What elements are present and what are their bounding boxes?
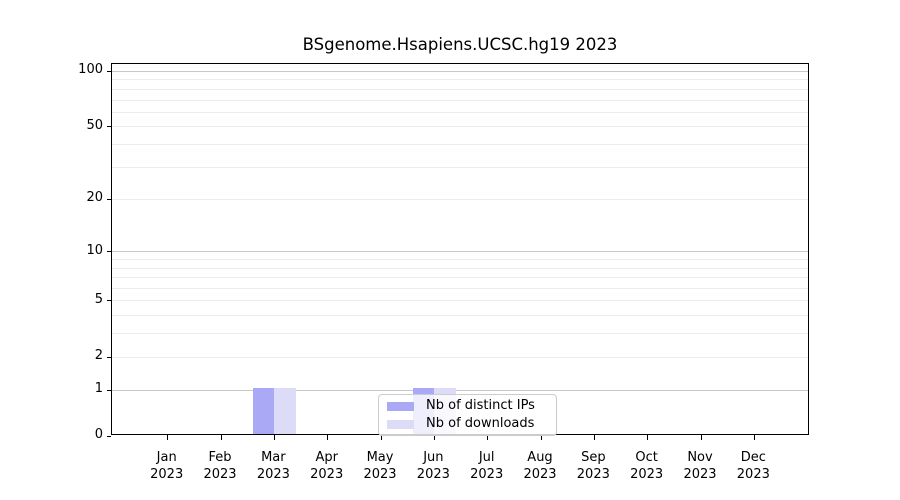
x-tick-label: Aug 2023 xyxy=(523,450,557,482)
y-tick-label: 5 xyxy=(94,291,103,307)
minor-gridline xyxy=(112,333,808,335)
x-tick-label: Mar 2023 xyxy=(256,450,290,482)
minor-gridline xyxy=(112,315,808,317)
y-tick-mark xyxy=(107,356,111,358)
y-tick-mark xyxy=(107,300,111,302)
major-gridline xyxy=(112,251,808,253)
x-tick-mark xyxy=(380,435,382,440)
bar-distinct-ips xyxy=(253,388,275,434)
minor-gridline xyxy=(112,88,808,90)
y-tick-mark xyxy=(107,435,111,437)
y-tick-label: 20 xyxy=(86,190,103,206)
y-tick-label: 2 xyxy=(94,348,103,364)
legend-label-distinct-ips: Nb of distinct IPs xyxy=(426,398,535,413)
y-tick-label: 50 xyxy=(86,117,103,133)
x-tick-label: Oct 2023 xyxy=(630,450,664,482)
distinct-ips-swatch xyxy=(387,401,414,411)
x-tick-label: Apr 2023 xyxy=(310,450,344,482)
x-tick-label: Nov 2023 xyxy=(683,450,717,482)
plot-area: Nb of distinct IPs Nb of downloads xyxy=(107,63,809,440)
x-tick-mark xyxy=(700,435,702,440)
y-tick-mark xyxy=(107,251,111,253)
x-tick-label: Jan 2023 xyxy=(150,450,184,482)
minor-gridline xyxy=(112,356,808,358)
y-tick-mark xyxy=(107,389,111,391)
y-tick-label: 1 xyxy=(94,381,103,397)
minor-gridline xyxy=(112,258,808,260)
x-tick-label: Sep 2023 xyxy=(576,450,610,482)
x-tick-mark xyxy=(327,435,329,440)
x-tick-label: Jul 2023 xyxy=(470,450,504,482)
major-gridline xyxy=(112,70,808,72)
y-tick-label: 0 xyxy=(94,427,103,442)
x-tick-mark xyxy=(433,435,435,440)
x-tick-mark xyxy=(540,435,542,440)
x-tick-label: Feb 2023 xyxy=(203,450,237,482)
y-tick-mark xyxy=(107,126,111,128)
major-gridline xyxy=(112,389,808,391)
minor-gridline xyxy=(112,287,808,289)
x-tick-mark xyxy=(647,435,649,440)
minor-gridline xyxy=(112,267,808,269)
minor-gridline xyxy=(112,79,808,81)
y-tick-label: 100 xyxy=(78,62,103,78)
legend-label-downloads: Nb of downloads xyxy=(426,416,535,431)
x-tick-label: Jun 2023 xyxy=(416,450,450,482)
y-tick-mark xyxy=(107,198,111,200)
y-tick-label: 10 xyxy=(86,242,103,258)
minor-gridline xyxy=(112,300,808,302)
downloads-swatch xyxy=(387,419,414,429)
x-tick-mark xyxy=(220,435,222,440)
x-tick-mark xyxy=(487,435,489,440)
legend-entry-distinct-ips: Nb of distinct IPs xyxy=(379,397,556,415)
minor-gridline xyxy=(112,126,808,128)
minor-gridline xyxy=(112,99,808,101)
minor-gridline xyxy=(112,144,808,146)
x-tick-mark xyxy=(167,435,169,440)
y-tick-mark xyxy=(107,70,111,72)
x-tick-mark xyxy=(593,435,595,440)
legend: Nb of distinct IPs Nb of downloads xyxy=(378,394,557,436)
minor-gridline xyxy=(112,166,808,168)
minor-gridline xyxy=(112,277,808,279)
x-tick-label: Dec 2023 xyxy=(736,450,770,482)
minor-gridline xyxy=(112,198,808,200)
bar-downloads xyxy=(274,388,296,434)
x-tick-label: May 2023 xyxy=(363,450,397,482)
legend-entry-downloads: Nb of downloads xyxy=(379,415,556,433)
x-tick-mark xyxy=(753,435,755,440)
chart-title: BSgenome.Hsapiens.UCSC.hg19 2023 xyxy=(302,35,618,54)
x-tick-mark xyxy=(273,435,275,440)
minor-gridline xyxy=(112,111,808,113)
